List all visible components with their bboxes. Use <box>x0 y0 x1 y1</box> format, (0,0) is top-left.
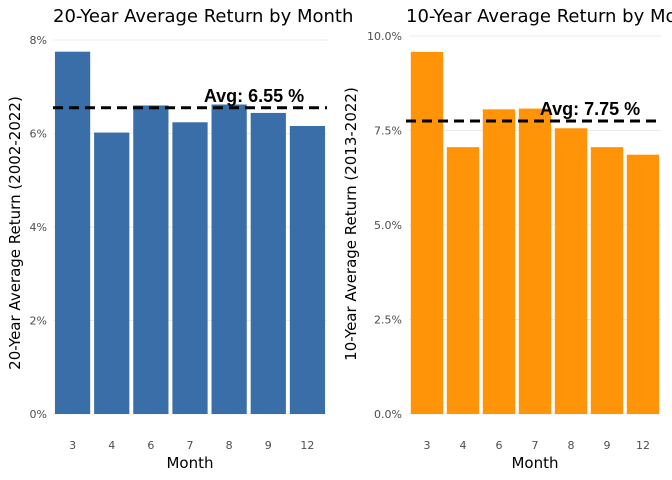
x-tick-label: 4 <box>108 439 115 452</box>
x-tick-label: 6 <box>496 439 503 452</box>
bar <box>410 51 444 414</box>
y-tick-label: 8% <box>30 34 47 47</box>
chart-title: 10-Year Average Return by Month <box>406 6 672 27</box>
bar <box>590 147 624 414</box>
x-tick-label: 8 <box>568 439 575 452</box>
bar <box>54 51 91 414</box>
y-tick-label: 0% <box>30 408 47 421</box>
bars <box>54 51 326 415</box>
y-axis-title: 10-Year Average Return (2013-2022) <box>342 87 360 361</box>
x-axis-title: Month <box>166 454 213 472</box>
bar <box>482 109 516 414</box>
x-tick-label: 12 <box>300 439 314 452</box>
bar <box>250 112 286 415</box>
y-axis-title: 20-Year Average Return (2002-2022) <box>6 96 24 370</box>
x-axis-title: Month <box>511 454 558 472</box>
x-tick-label: 4 <box>460 439 467 452</box>
y-tick-labels: 0.0% 2.5% 5.0% 7.5% 10.0% <box>367 30 402 421</box>
y-tick-label: 6% <box>30 128 47 141</box>
y-tick-label: 0.0% <box>374 408 402 421</box>
bar <box>626 154 660 414</box>
y-tick-labels: 0% 2% 4% 6% 8% <box>30 34 47 421</box>
bar <box>289 126 326 415</box>
x-tick-label: 9 <box>265 439 272 452</box>
x-tick-label: 9 <box>604 439 611 452</box>
bar <box>554 128 588 414</box>
x-tick-labels: 3 4 6 7 8 9 12 <box>424 439 651 452</box>
average-label: Avg: 7.75 % <box>540 99 640 119</box>
bar <box>211 104 247 414</box>
x-tick-label: 3 <box>424 439 431 452</box>
y-tick-label: 5.0% <box>374 219 402 232</box>
x-tick-label: 8 <box>226 439 233 452</box>
bar <box>133 105 169 414</box>
chart-panel-20-year: 20-Year Average Return by Month 0% 2% 4% 6%… <box>6 6 353 472</box>
chart-panel-10-year: 10-Year Average Return by Month 0.0% 2.5%… <box>342 6 672 472</box>
y-tick-label: 4% <box>30 221 47 234</box>
bars <box>410 51 660 415</box>
y-tick-label: 2.5% <box>374 314 402 327</box>
x-tick-label: 12 <box>636 439 650 452</box>
x-tick-label: 7 <box>187 439 194 452</box>
x-tick-label: 6 <box>147 439 154 452</box>
chart-title: 20-Year Average Return by Month <box>53 6 353 27</box>
y-tick-label: 10.0% <box>367 30 402 43</box>
x-tick-label: 3 <box>69 439 76 452</box>
y-tick-label: 7.5% <box>374 125 402 138</box>
bar <box>94 132 130 414</box>
average-label: Avg: 6.55 % <box>204 86 304 106</box>
bar <box>518 108 552 415</box>
bar <box>446 147 480 414</box>
x-tick-label: 7 <box>532 439 539 452</box>
y-tick-label: 2% <box>30 315 47 328</box>
x-tick-labels: 3 4 6 7 8 9 12 <box>69 439 314 452</box>
bar <box>172 122 208 414</box>
